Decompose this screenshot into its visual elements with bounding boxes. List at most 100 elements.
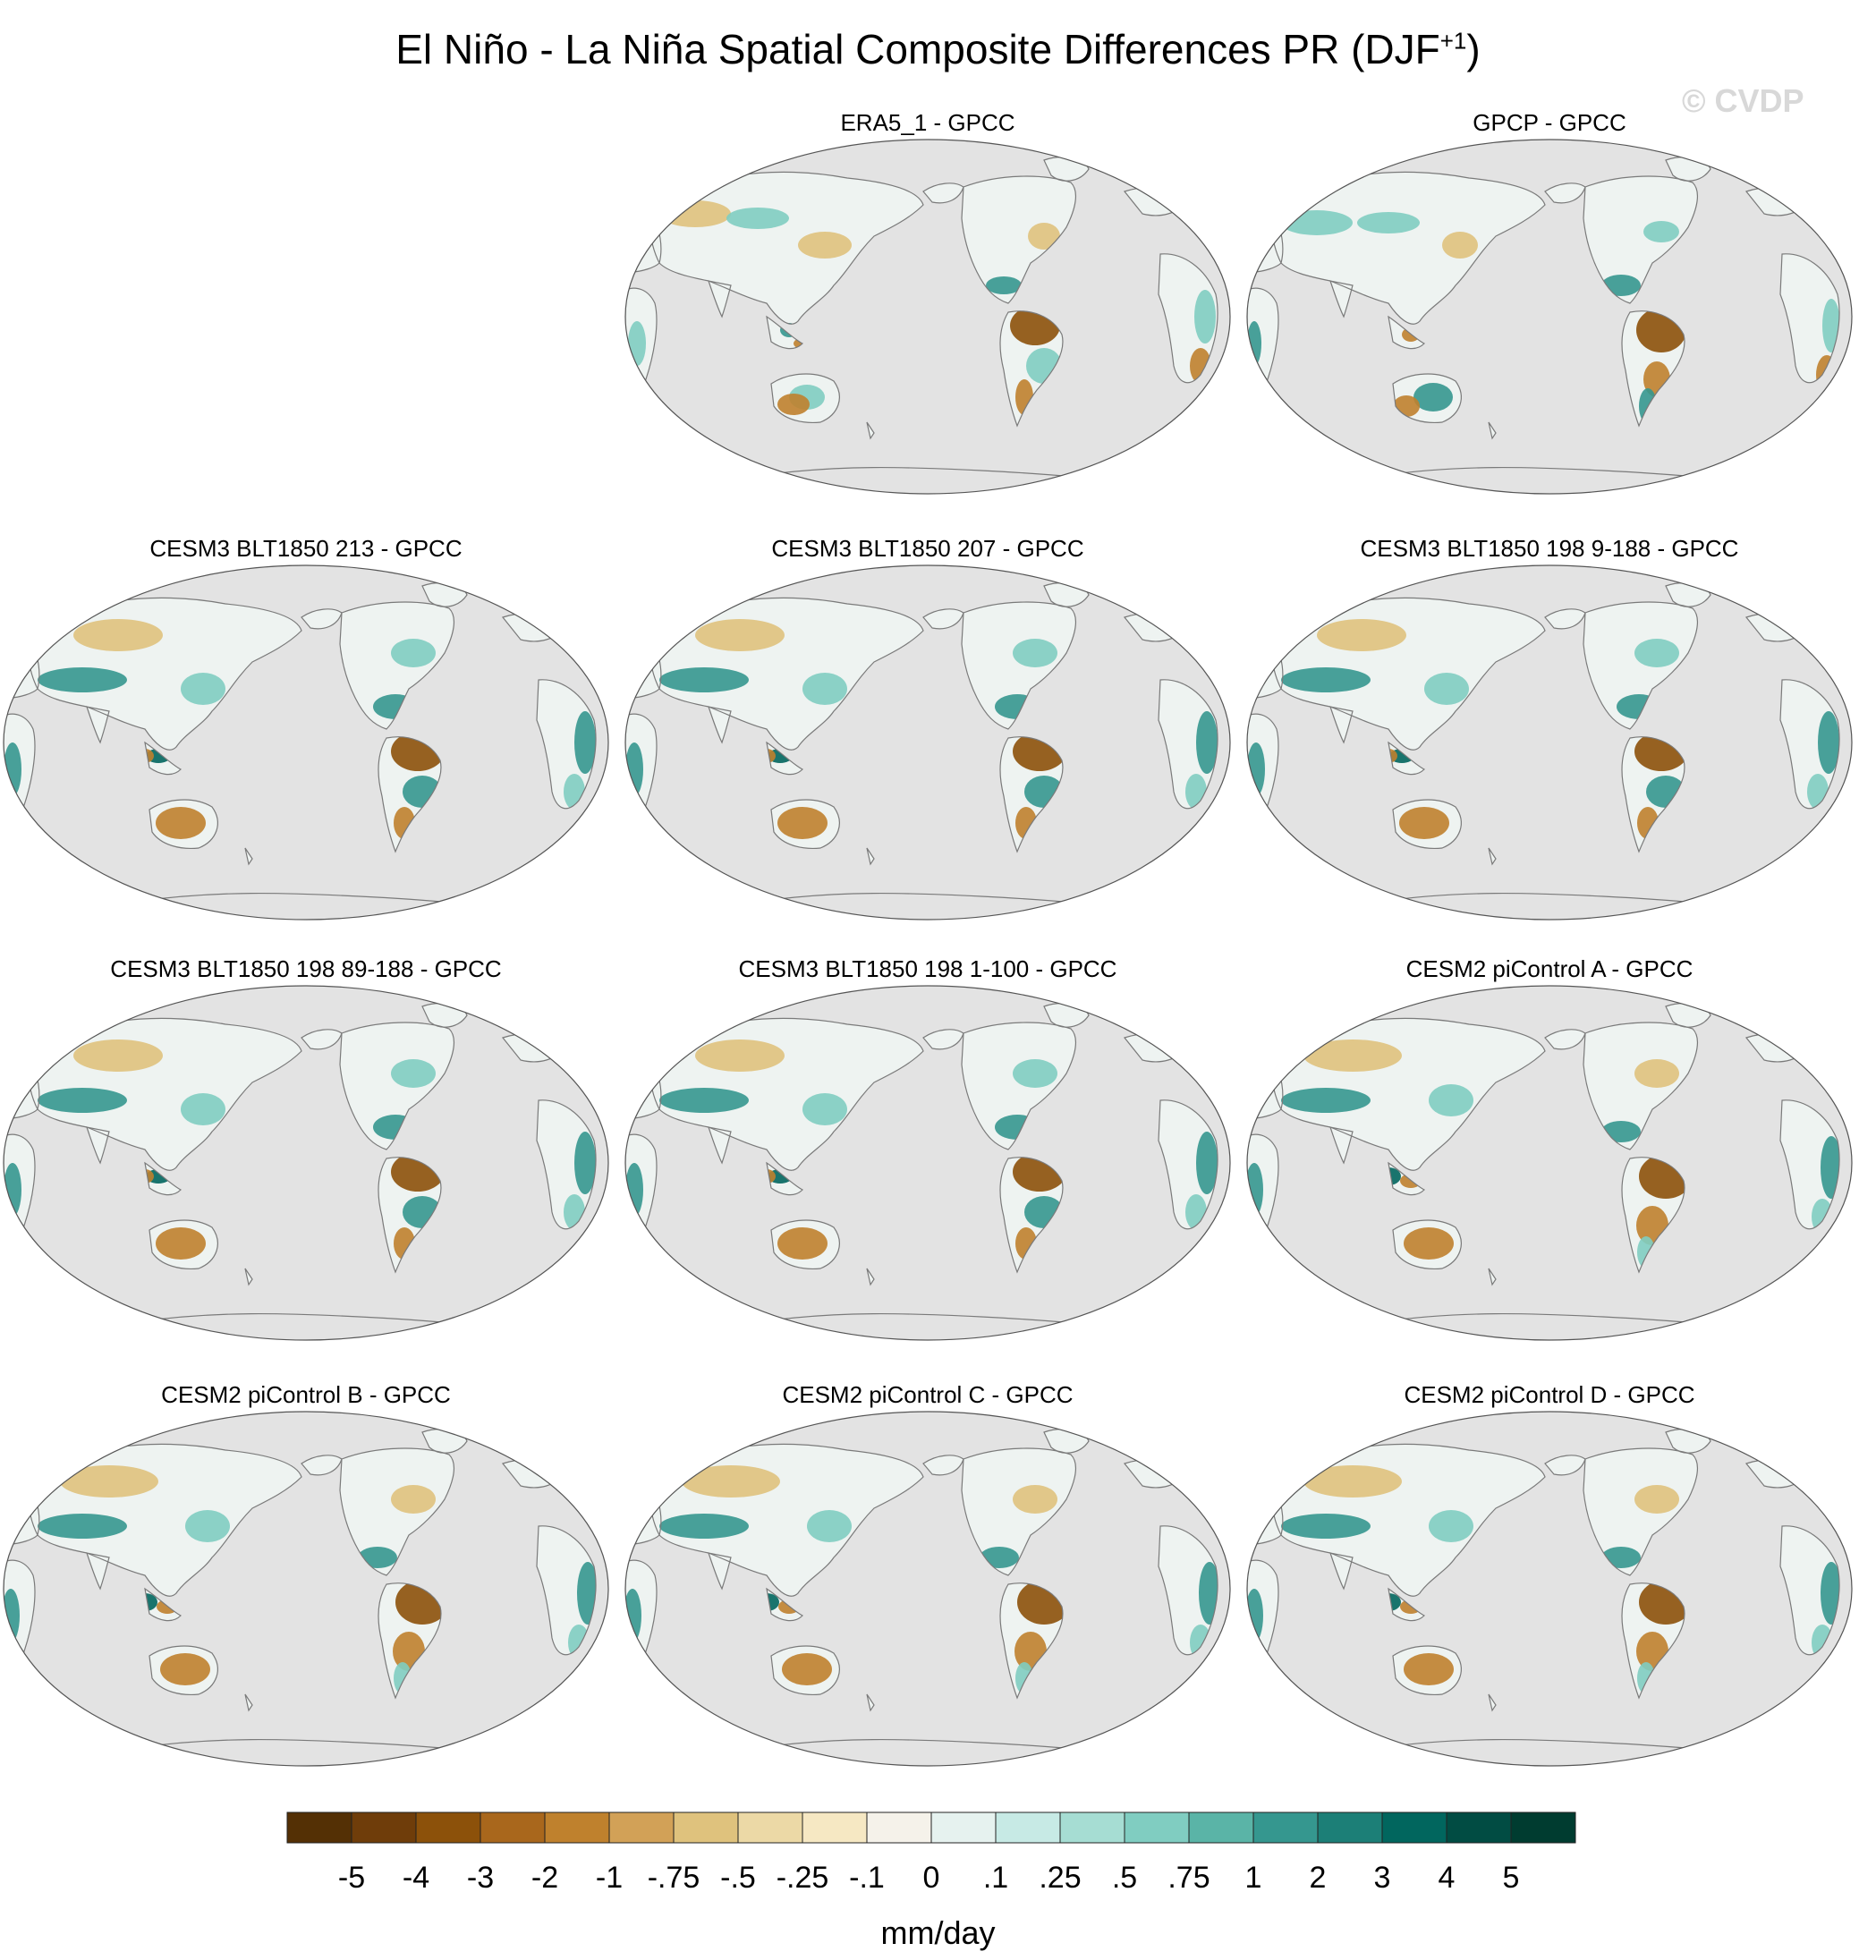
map-border bbox=[624, 1411, 1231, 1767]
anomaly-region bbox=[181, 1093, 225, 1125]
landmass-rafrica bbox=[537, 1099, 597, 1229]
map-border bbox=[1246, 139, 1853, 495]
map-layers bbox=[625, 1003, 1218, 1329]
landmass-nz bbox=[1489, 1694, 1496, 1710]
colorbar-swatch bbox=[673, 1812, 739, 1844]
landmass-india bbox=[1330, 707, 1353, 742]
map-layers bbox=[1247, 157, 1840, 483]
coastline-samerica bbox=[378, 1157, 442, 1274]
map-canvas bbox=[3, 564, 609, 921]
landmass-india bbox=[1330, 1553, 1353, 1589]
anomaly-region bbox=[156, 807, 206, 839]
coastline-samerica bbox=[999, 1157, 1064, 1274]
landmass-rafrica bbox=[1159, 1525, 1218, 1655]
anomaly-region bbox=[1196, 1132, 1218, 1194]
map-layers bbox=[1247, 1429, 1840, 1755]
coastline-rafrica bbox=[1779, 253, 1840, 384]
landmass-nz bbox=[867, 1694, 874, 1710]
coastline-namerica bbox=[1583, 601, 1699, 730]
anomaly-region bbox=[807, 1510, 852, 1542]
coastline-rafrica bbox=[536, 679, 597, 810]
anomaly-layer bbox=[4, 1465, 597, 1694]
colorbar-swatch bbox=[1188, 1812, 1254, 1844]
coastline-asia bbox=[27, 1443, 302, 1597]
map-canvas bbox=[1246, 139, 1853, 495]
map-border bbox=[1246, 1411, 1853, 1767]
coastline-asia bbox=[27, 1017, 302, 1171]
map-panel-era5: ERA5_1 - GPCC bbox=[624, 109, 1232, 495]
landmass-india bbox=[1330, 1127, 1353, 1163]
colorbar-tick-label: -.5 bbox=[720, 1861, 756, 1895]
landmass-namerica bbox=[340, 602, 454, 729]
coastline-nz bbox=[866, 1693, 875, 1712]
coastline-seasia bbox=[1388, 1587, 1426, 1622]
colorbar-tick-label: .75 bbox=[1167, 1861, 1210, 1895]
colorbar-tick-label: -4 bbox=[403, 1861, 429, 1895]
colorbar-swatch bbox=[1510, 1812, 1576, 1844]
landmass-india bbox=[709, 1553, 731, 1589]
colorbar-swatch bbox=[995, 1812, 1061, 1844]
coastline-rafrica bbox=[1779, 1099, 1840, 1230]
landmass-rafrica bbox=[1780, 679, 1840, 809]
coastline-namerica bbox=[1583, 1447, 1699, 1576]
coastline-nz bbox=[866, 847, 875, 866]
anomaly-region bbox=[1028, 223, 1060, 250]
coastline-nz bbox=[244, 847, 253, 866]
anomaly-region bbox=[4, 1589, 20, 1642]
landmass-india bbox=[1330, 281, 1353, 317]
coastline-seasia bbox=[1388, 1161, 1426, 1196]
anomaly-region bbox=[1822, 299, 1840, 352]
map-canvas bbox=[1246, 564, 1853, 921]
coastline-nz bbox=[244, 1268, 253, 1286]
coastline-namerica bbox=[1583, 175, 1699, 304]
anomaly-region bbox=[1247, 1589, 1263, 1642]
anomaly-region bbox=[73, 1039, 163, 1072]
landmass-alaska bbox=[1545, 1029, 1585, 1049]
landmass-nz bbox=[245, 1694, 252, 1710]
landmass-europe bbox=[1252, 635, 1283, 698]
colorbar-tick-label: .25 bbox=[1039, 1861, 1081, 1895]
anomaly-region bbox=[1643, 221, 1679, 242]
panel-title: CESM2 piControl B - GPCC bbox=[161, 1381, 451, 1408]
anomaly-layer bbox=[625, 619, 1218, 839]
panel-title: ERA5_1 - GPCC bbox=[840, 109, 1015, 136]
coastline-seasia bbox=[766, 1161, 804, 1196]
coastline-asia bbox=[649, 597, 924, 751]
colorbar-tick-label: 2 bbox=[1310, 1861, 1327, 1895]
panel-title: GPCP - GPCC bbox=[1473, 109, 1626, 136]
coastline-asia bbox=[27, 597, 302, 751]
landmass-nz bbox=[867, 422, 874, 438]
map-panel-cesm2-a: CESM2 piControl A - GPCC bbox=[1245, 955, 1854, 1341]
colorbar-swatch bbox=[286, 1812, 352, 1844]
coastline-samerica bbox=[1621, 1157, 1685, 1274]
anomaly-region bbox=[1634, 1059, 1679, 1088]
anomaly-region bbox=[1247, 321, 1261, 366]
colorbar: -5 -4 -3 -2 -1 -.75 -.5 -.25 -.1 0 .1 .25 .5 .75 1 2 3 4 5 bbox=[286, 1812, 1576, 1895]
map-layers bbox=[4, 1429, 597, 1755]
anomaly-region bbox=[1013, 1485, 1057, 1514]
colorbar-swatch bbox=[737, 1812, 803, 1844]
panel-title: CESM3 BLT1850 198 89-188 - GPCC bbox=[110, 955, 502, 982]
panel-title: CESM3 BLT1850 207 - GPCC bbox=[771, 535, 1084, 562]
landmass-nz bbox=[245, 1268, 252, 1285]
landmass-rafrica bbox=[1780, 1525, 1840, 1655]
anomaly-region bbox=[1247, 1163, 1263, 1217]
coastline-india bbox=[708, 706, 732, 744]
map-layers bbox=[625, 157, 1218, 483]
map-border bbox=[3, 985, 609, 1341]
coastline-rafrica bbox=[1158, 679, 1218, 810]
coastline-seasia bbox=[766, 741, 804, 776]
coastline-asia bbox=[1270, 597, 1546, 751]
anomaly-region bbox=[625, 1163, 643, 1217]
colorbar-swatch bbox=[802, 1812, 868, 1844]
colorbar-swatch bbox=[351, 1812, 417, 1844]
map-layers bbox=[625, 582, 1218, 909]
landmass-nz bbox=[1489, 848, 1496, 864]
map-layers bbox=[1247, 1003, 1840, 1329]
coastline-nz bbox=[866, 1268, 875, 1286]
panel-title: CESM3 BLT1850 213 - GPCC bbox=[149, 535, 463, 562]
coastline-australia bbox=[149, 1219, 218, 1270]
coastline-namerica bbox=[961, 1022, 1077, 1150]
anomaly-region bbox=[391, 639, 436, 667]
landmass-europe bbox=[9, 1481, 39, 1544]
